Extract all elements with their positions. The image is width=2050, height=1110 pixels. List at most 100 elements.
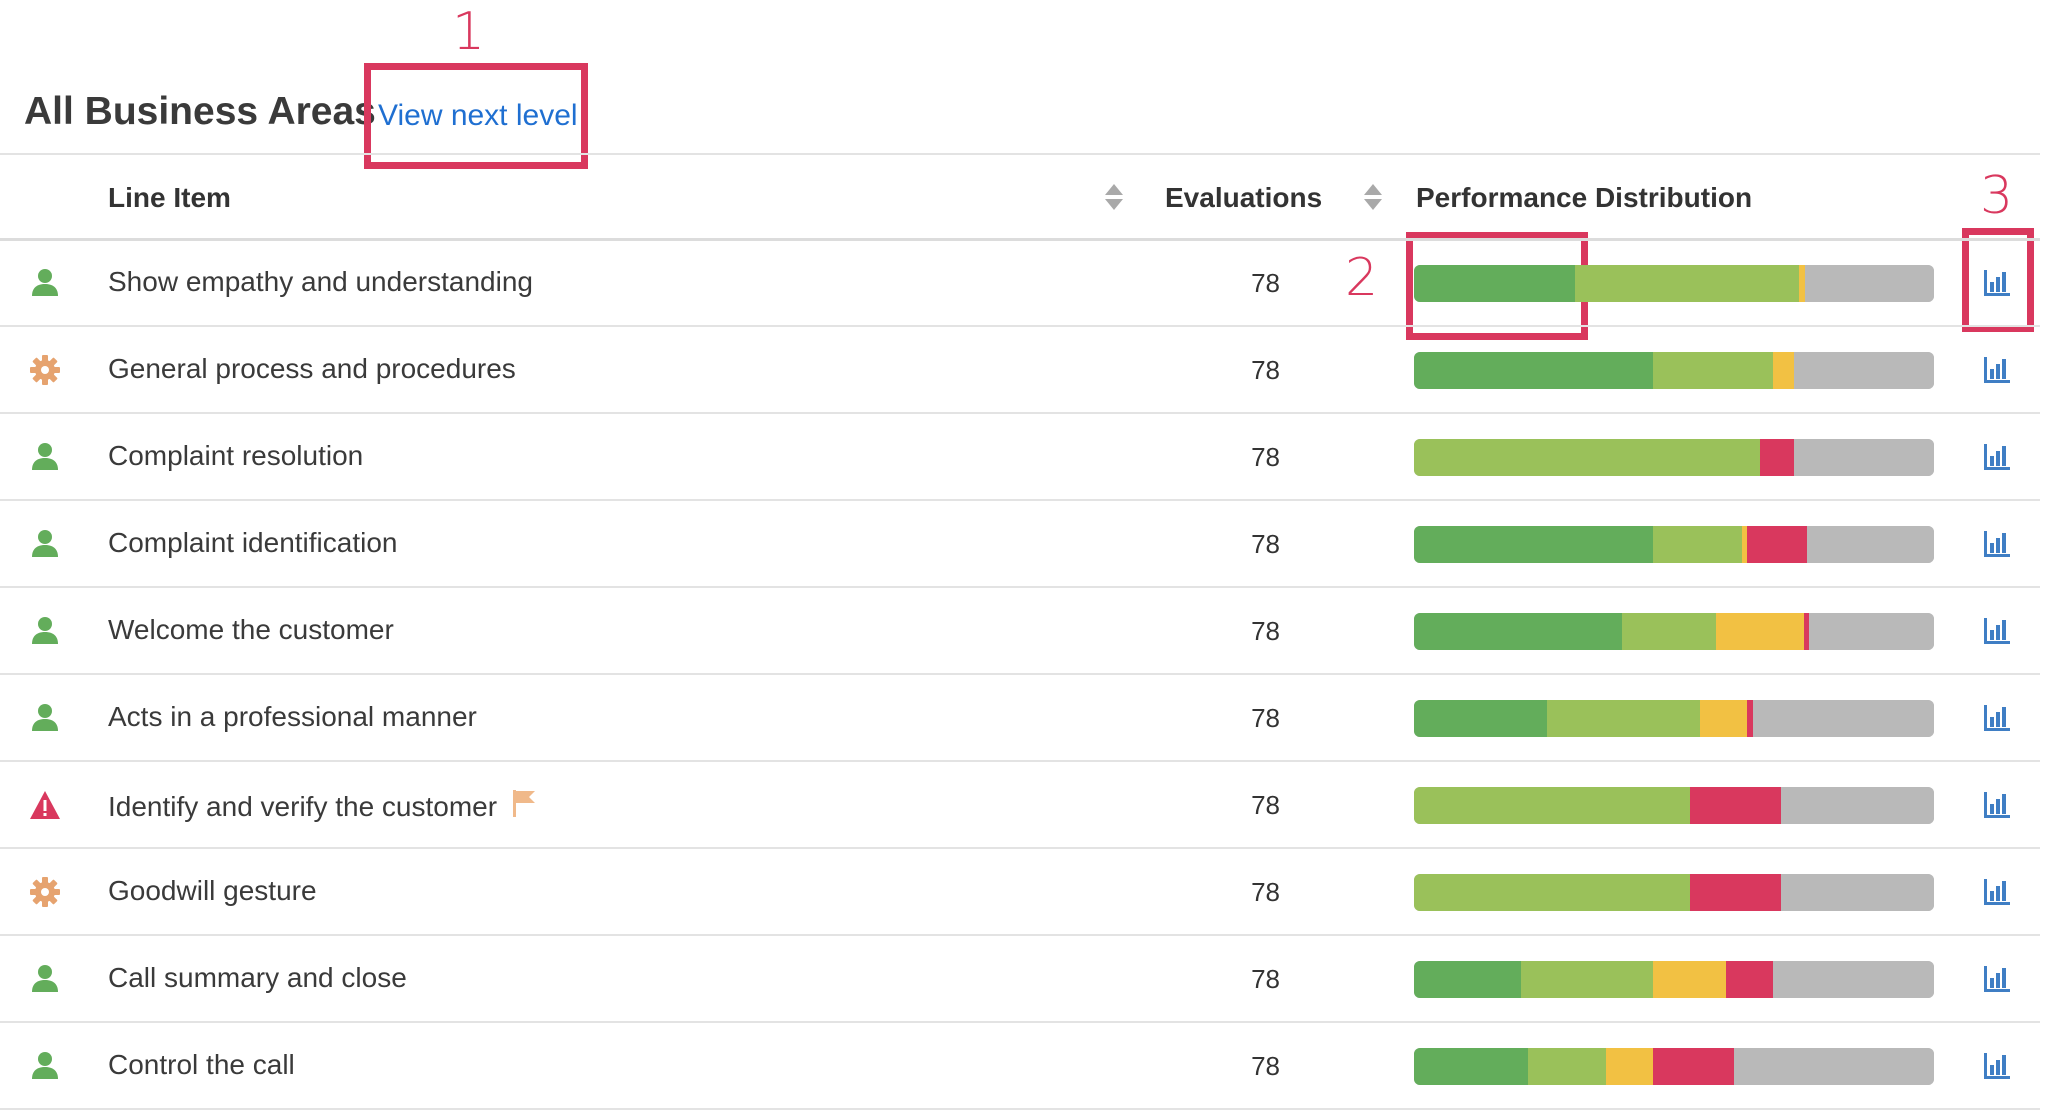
- line-item-label[interactable]: Call summary and close: [108, 962, 407, 994]
- line-item-text: Acts in a professional manner: [108, 701, 477, 732]
- performance-distribution-bar[interactable]: [1414, 613, 1934, 650]
- bar-chart-icon[interactable]: [1982, 877, 2012, 907]
- sort-evaluations-icon[interactable]: [1364, 184, 1382, 212]
- performance-distribution-bar[interactable]: [1414, 265, 1934, 302]
- line-item-text: Call summary and close: [108, 962, 407, 993]
- column-header-evaluations[interactable]: Evaluations: [1165, 182, 1323, 213]
- table-row[interactable]: Complaint identification 78: [0, 501, 2040, 588]
- bar-chart-icon[interactable]: [1982, 442, 2012, 472]
- performance-distribution-bar[interactable]: [1414, 439, 1934, 476]
- sort-line-item-icon[interactable]: [1105, 184, 1123, 212]
- segment-excellent: [1414, 961, 1521, 998]
- bar-chart-icon[interactable]: [1982, 703, 2012, 733]
- performance-distribution-bar[interactable]: [1414, 352, 1934, 389]
- performance-distribution-bar[interactable]: [1414, 1048, 1934, 1085]
- segment-poor: [1759, 439, 1794, 476]
- segment-unrated: [1733, 1048, 1934, 1085]
- table-row[interactable]: Complaint resolution 78: [0, 414, 2040, 501]
- table-row[interactable]: Call summary and close 78: [0, 936, 2040, 1023]
- column-header-line-item[interactable]: Line Item: [108, 182, 231, 213]
- bar-chart-icon[interactable]: [1982, 268, 2012, 298]
- evaluations-count: 78: [1251, 790, 1280, 820]
- line-item-label[interactable]: Goodwill gesture: [108, 875, 317, 907]
- table-row[interactable]: Control the call 78: [0, 1023, 2040, 1110]
- line-item-label[interactable]: Welcome the customer: [108, 614, 394, 646]
- annotation-box-1: [364, 63, 588, 169]
- segment-excellent: [1414, 526, 1654, 563]
- bar-chart-icon[interactable]: [1982, 964, 2012, 994]
- person-icon: [28, 701, 62, 735]
- segment-excellent: [1414, 700, 1547, 737]
- segment-excellent: [1414, 352, 1654, 389]
- table-row[interactable]: Welcome the customer 78: [0, 588, 2040, 675]
- performance-distribution-bar[interactable]: [1414, 526, 1934, 563]
- bar-chart-icon[interactable]: [1982, 529, 2012, 559]
- line-item-label[interactable]: Control the call: [108, 1049, 295, 1081]
- person-icon: [28, 266, 62, 300]
- bar-chart-icon[interactable]: [1982, 1051, 2012, 1081]
- table-row[interactable]: Goodwill gesture 78: [0, 849, 2040, 936]
- evaluations-count: 78: [1251, 1051, 1280, 1081]
- warning-icon: [28, 788, 62, 822]
- segment-poor: [1725, 961, 1773, 998]
- line-item-text: General process and procedures: [108, 353, 516, 384]
- line-item-label[interactable]: Show empathy and understanding: [108, 266, 533, 298]
- performance-distribution-bar[interactable]: [1414, 961, 1934, 998]
- line-item-text: Identify and verify the customer: [108, 791, 498, 822]
- line-item-label[interactable]: Acts in a professional manner: [108, 701, 477, 733]
- annotation-box-3: [1962, 228, 2034, 332]
- segment-fair: [1699, 700, 1747, 737]
- segment-fair: [1606, 1048, 1654, 1085]
- segment-good: [1414, 874, 1690, 911]
- evaluations-count: 78: [1251, 616, 1280, 646]
- line-item-label[interactable]: General process and procedures: [108, 353, 516, 385]
- segment-good: [1414, 787, 1690, 824]
- segment-poor: [1689, 874, 1781, 911]
- segment-unrated: [1753, 700, 1934, 737]
- segment-good: [1575, 265, 1799, 302]
- line-item-label[interactable]: Complaint resolution: [108, 440, 363, 472]
- performance-distribution-bar[interactable]: [1414, 700, 1934, 737]
- person-icon: [28, 1049, 62, 1083]
- evaluations-count: 78: [1251, 964, 1280, 994]
- table-row[interactable]: Identify and verify the customer 78: [0, 762, 2040, 849]
- line-item-label[interactable]: Complaint identification: [108, 527, 398, 559]
- performance-distribution-bar[interactable]: [1414, 874, 1934, 911]
- table-row[interactable]: Show empathy and understanding 78: [0, 240, 2040, 327]
- segment-unrated: [1793, 439, 1934, 476]
- segment-poor: [1689, 787, 1781, 824]
- performance-distribution-bar[interactable]: [1414, 787, 1934, 824]
- line-item-table-body: Show empathy and understanding 78 General …: [0, 240, 2040, 1110]
- segment-poor: [1803, 613, 1810, 650]
- evaluations-count: 78: [1251, 442, 1280, 472]
- line-item-text: Show empathy and understanding: [108, 266, 533, 297]
- segment-excellent: [1414, 265, 1576, 302]
- person-icon: [28, 962, 62, 996]
- line-item-text: Goodwill gesture: [108, 875, 317, 906]
- line-item-label[interactable]: Identify and verify the customer: [108, 788, 537, 825]
- segment-good: [1622, 613, 1716, 650]
- evaluations-count: 78: [1251, 877, 1280, 907]
- segment-poor: [1653, 1048, 1734, 1085]
- line-item-text: Welcome the customer: [108, 614, 394, 645]
- annotation-number-1: 1: [452, 2, 486, 62]
- segment-fair: [1772, 352, 1794, 389]
- flag-icon: [511, 788, 537, 825]
- table-row[interactable]: Acts in a professional manner 78: [0, 675, 2040, 762]
- line-item-text: Complaint identification: [108, 527, 398, 558]
- evaluations-count: 78: [1251, 529, 1280, 559]
- bar-chart-icon[interactable]: [1982, 790, 2012, 820]
- segment-poor: [1746, 700, 1754, 737]
- bar-chart-icon[interactable]: [1982, 616, 2012, 646]
- segment-good: [1653, 352, 1773, 389]
- bar-chart-icon[interactable]: [1982, 355, 2012, 385]
- person-icon: [28, 614, 62, 648]
- person-icon: [28, 440, 62, 474]
- annotation-number-3: 3: [1980, 166, 2014, 226]
- table-row[interactable]: General process and procedures 78: [0, 327, 2040, 414]
- view-next-level-link[interactable]: View next level: [378, 99, 578, 132]
- segment-unrated: [1809, 613, 1934, 650]
- segment-good: [1546, 700, 1700, 737]
- annotation-number-2: 2: [1345, 248, 1379, 308]
- line-item-text: Complaint resolution: [108, 440, 364, 471]
